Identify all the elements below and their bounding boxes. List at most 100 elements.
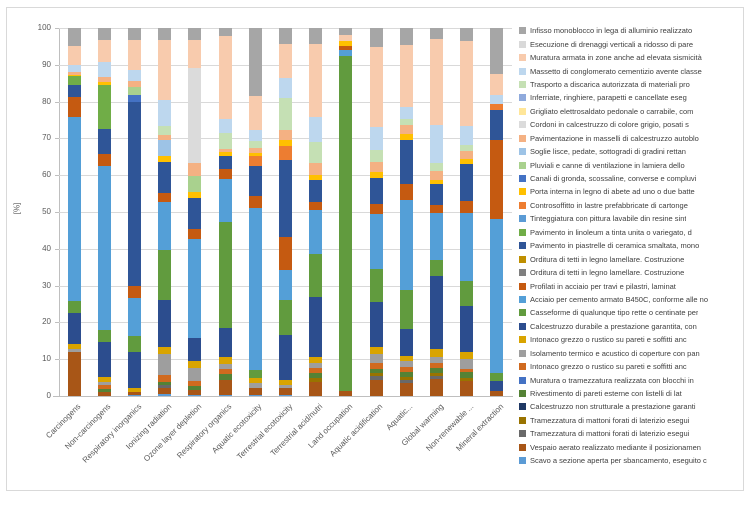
- bar-segment: [339, 40, 353, 47]
- legend-item: Isolamento termico e acustico di copertu…: [519, 347, 750, 360]
- bar-segment: [158, 201, 172, 250]
- bar-segment: [67, 64, 81, 73]
- y-tick-mark: [55, 212, 59, 213]
- y-tick-mark: [55, 322, 59, 324]
- bar-aquatic-: [399, 28, 413, 397]
- legend-swatch-icon: [519, 457, 526, 465]
- bar-segment: [309, 296, 323, 357]
- legend-swatch-icon: [519, 80, 526, 88]
- bar-segment: [460, 281, 474, 307]
- bar-segment: [369, 301, 383, 348]
- legend-swatch-icon: [519, 94, 526, 102]
- bar-segment: [97, 40, 111, 63]
- bar-segment: [309, 253, 323, 297]
- bar-non-carcinogens: [97, 28, 111, 396]
- bar-segment: [97, 28, 111, 41]
- bar-segment: [279, 129, 292, 140]
- bar-segment: [248, 153, 262, 157]
- legend-label: Vespaio aerato realizzato mediante il po…: [530, 442, 701, 452]
- bar-non-renewable-: [460, 28, 474, 397]
- bar-segment: [460, 28, 474, 41]
- bar-segment: [460, 159, 474, 165]
- bar-segment: [430, 183, 443, 206]
- bar-segment: [430, 179, 443, 184]
- bar-segment: [279, 299, 292, 335]
- bar-segment: [460, 212, 474, 282]
- legend-item: Scavo a sezione aperta per sbancamento, …: [519, 454, 750, 467]
- bar-segment: [399, 133, 413, 141]
- bar-segment: [309, 201, 323, 211]
- legend-swatch-icon: [519, 416, 526, 424]
- legend-swatch-icon: [519, 54, 526, 62]
- y-tick-mark: [55, 248, 59, 250]
- bar-segment: [67, 72, 81, 75]
- x-tick-label: Respiratory inorganics: [80, 402, 143, 465]
- legend-label: Pavimento in piastrelle di ceramica smal…: [530, 241, 700, 251]
- bar-segment: [339, 391, 353, 396]
- bar-segment: [279, 145, 292, 160]
- bar-segment: [369, 379, 383, 396]
- bar-segment: [369, 150, 383, 163]
- bar-segment: [339, 28, 353, 36]
- bar-segment: [309, 141, 323, 164]
- bar-segment: [490, 140, 504, 219]
- bar-segment: [188, 67, 202, 163]
- bar-segment: [460, 352, 474, 359]
- bar-segment: [188, 40, 202, 68]
- bar-segment: [279, 139, 292, 146]
- legend-swatch-icon: [519, 322, 526, 330]
- bar-segment: [309, 377, 323, 382]
- bar-segment: [399, 290, 413, 330]
- bar-segment: [188, 198, 202, 229]
- bar-segment: [279, 98, 292, 130]
- y-tick-label: 60: [42, 170, 51, 180]
- legend-swatch-icon: [519, 363, 526, 371]
- bar-segment: [188, 238, 202, 339]
- y-tick-label: 40: [42, 243, 51, 253]
- bar-segment: [97, 341, 111, 377]
- bar-segment: [128, 394, 141, 397]
- legend-label: Porta interna in legno di abete ad uno o…: [530, 187, 695, 197]
- bar-segment: [158, 161, 172, 194]
- bar-segment: [279, 269, 292, 300]
- legend-item: Tramezzatura di mattoni forati di lateri…: [519, 414, 750, 427]
- legend-item: Tinteggiatura con pittura lavabile din r…: [519, 212, 750, 225]
- x-tick-label: Terrestrial ecotoxicity: [234, 402, 294, 462]
- bar-segment: [460, 145, 474, 151]
- bar-global-warming: [430, 28, 443, 396]
- bar-segment: [158, 193, 172, 202]
- bar-segment: [460, 40, 474, 127]
- legend-label: Intonaco grezzo o rustico su pareti e so…: [530, 362, 687, 372]
- bar-segment: [279, 380, 292, 385]
- bar-segment: [67, 84, 81, 98]
- bar-segment: [490, 373, 504, 381]
- bar-segment: [460, 358, 474, 369]
- bar-segment: [490, 380, 504, 392]
- bar-segment: [369, 347, 383, 355]
- bar-segment: [218, 394, 232, 397]
- y-tick-mark: [55, 359, 59, 361]
- bar-segment: [460, 126, 474, 146]
- legend-label: Infisso monoblocco in lega di alluminio …: [530, 26, 693, 36]
- x-tick-label: Aquatic acidification: [328, 402, 385, 459]
- x-axis-line: [53, 396, 513, 397]
- legend-item: Infisso monoblocco in lega di alluminio …: [519, 24, 750, 37]
- bar-segment: [218, 222, 232, 329]
- bar-segment: [309, 210, 323, 254]
- bar-segment: [128, 86, 141, 95]
- bar-segment: [399, 106, 413, 119]
- bar-segment: [399, 125, 413, 134]
- bar-segment: [430, 170, 443, 180]
- bar-segment: [399, 383, 413, 397]
- bar-respiratory-organics: [218, 28, 232, 397]
- bar-segment: [97, 128, 111, 154]
- bar-segment: [430, 28, 443, 39]
- bar-segment: [128, 298, 141, 337]
- bar-segment: [309, 356, 323, 364]
- bar-segment: [128, 95, 141, 102]
- bar-segment: [128, 69, 141, 82]
- legend-swatch-icon: [519, 121, 526, 129]
- bar-segment: [218, 36, 232, 120]
- bar-segment: [248, 196, 262, 208]
- bar-aquatic-ecotoxicity: [248, 28, 262, 397]
